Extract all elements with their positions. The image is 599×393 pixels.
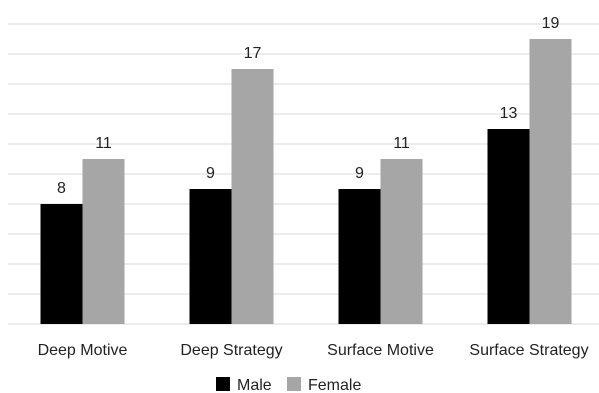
- legend-label-male: Male: [237, 377, 272, 393]
- data-label-male-1: 8: [57, 180, 66, 197]
- data-label-male-4: 13: [500, 105, 518, 122]
- data-label-female-3: 11: [393, 135, 410, 152]
- bars: [41, 39, 572, 324]
- data-label-female-2: 17: [244, 45, 262, 62]
- bar-male-2: [190, 189, 232, 324]
- legend-swatch-female: [287, 377, 301, 391]
- bar-male-1: [41, 204, 83, 324]
- bar-female-4: [530, 39, 572, 324]
- data-label-male-2: 9: [206, 165, 215, 182]
- bar-female-2: [232, 69, 274, 324]
- bar-male-3: [339, 189, 381, 324]
- x-tick-label: Deep Strategy: [180, 342, 282, 359]
- data-label-female-4: 19: [542, 15, 560, 32]
- data-labels: 8 11 9 17 9 11 13 19: [57, 15, 559, 197]
- bar-male-4: [488, 129, 530, 324]
- x-axis-tick-labels: Deep Motive Deep Strategy Surface Motive Su…: [38, 342, 589, 359]
- legend-label-female: Female: [308, 377, 361, 393]
- bar-female-3: [381, 159, 423, 324]
- data-label-male-3: 9: [355, 165, 364, 182]
- legend-swatch-male: [216, 377, 230, 391]
- bar-female-1: [83, 159, 125, 324]
- data-label-female-1: 11: [95, 135, 112, 152]
- x-tick-label: Surface Motive: [327, 342, 434, 359]
- legend: Male Female: [216, 377, 361, 393]
- x-tick-label: Deep Motive: [38, 342, 128, 359]
- x-tick-label: Surface Strategy: [469, 342, 588, 359]
